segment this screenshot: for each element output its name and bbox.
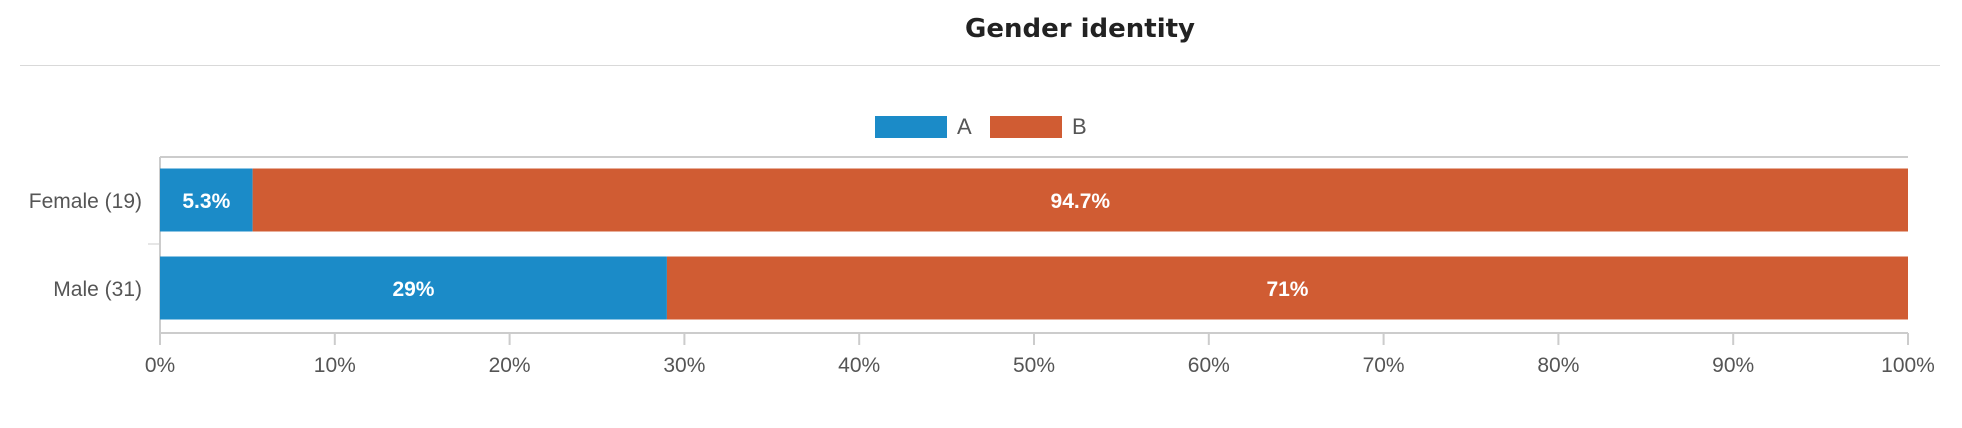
x-tick-label: 30% [663, 354, 705, 377]
legend-swatch-b [990, 116, 1062, 138]
legend-label-b: B [1072, 114, 1087, 139]
x-tick-label: 20% [489, 354, 531, 377]
x-tick-label: 10% [314, 354, 356, 377]
data-label-a-male: 29% [392, 278, 434, 301]
data-label-b-female: 94.7% [1051, 190, 1111, 213]
x-tick-label: 60% [1188, 354, 1230, 377]
x-tick-label: 50% [1013, 354, 1055, 377]
x-tick-label: 70% [1363, 354, 1405, 377]
x-tick-label: 90% [1712, 354, 1754, 377]
x-tick-label: 100% [1881, 354, 1935, 377]
x-tick-label: 0% [145, 354, 175, 377]
title-divider [20, 65, 1940, 66]
x-tick-label: 80% [1537, 354, 1579, 377]
legend-swatch-a [875, 116, 947, 138]
x-tick-label: 40% [838, 354, 880, 377]
bar-b-male [666, 256, 1909, 320]
legend-label-a: A [957, 114, 972, 139]
data-label-b-male: 71% [1266, 278, 1308, 301]
category-label: Female (19) [29, 190, 142, 213]
bar-a-female [160, 168, 253, 232]
bar-b-female [252, 168, 1908, 232]
data-label-a-female: 5.3% [182, 190, 230, 213]
bar-a-male [160, 256, 667, 320]
category-label: Male (31) [53, 278, 142, 301]
chart-title: Gender identity [965, 14, 1195, 44]
